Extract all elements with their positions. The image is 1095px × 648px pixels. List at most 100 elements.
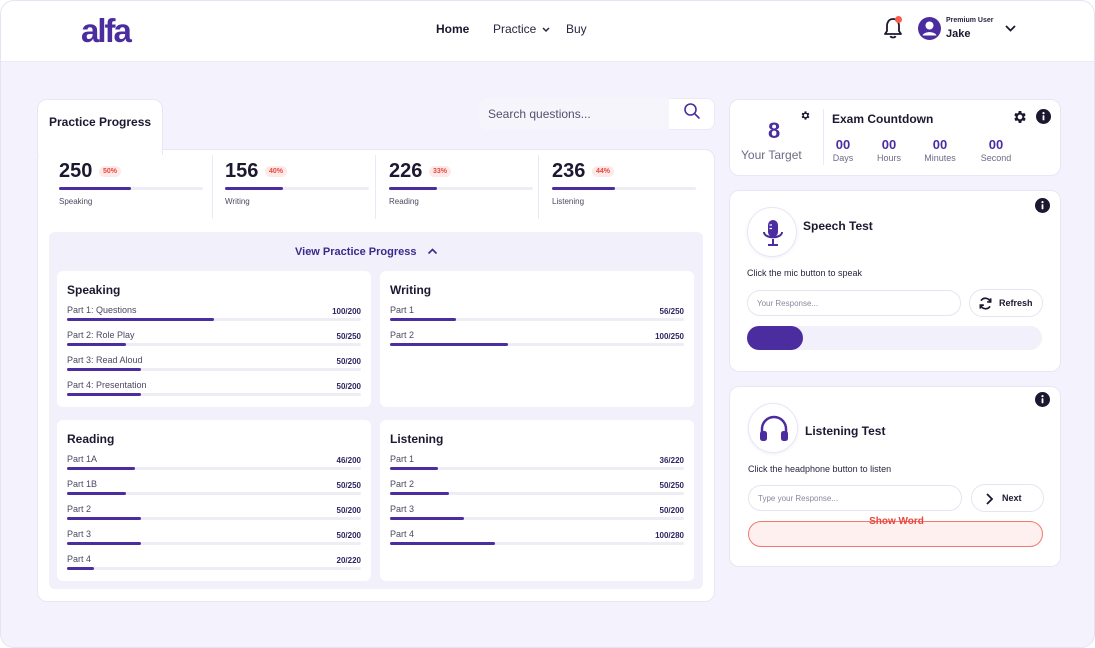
search-icon[interactable] [683,102,701,120]
speech-progress-fill [747,326,804,350]
countdown-value: 00 [835,137,851,152]
refresh-button[interactable]: Refresh [969,289,1043,317]
part-score: 100/250 [655,332,684,341]
part-score: 36/220 [659,456,684,465]
stat-divider [212,155,213,219]
part-progress-track [390,318,684,321]
part-row: Part 3 50/200 [390,504,684,524]
stat-progress-track [225,187,369,190]
part-progress-fill [67,318,214,321]
tab-practice-progress[interactable] [37,99,163,155]
view-practice-progress-toggle[interactable]: View Practice Progress [295,246,417,258]
part-score: 50/200 [659,506,684,515]
user-role: Premium User [946,17,994,24]
stat-value: 236 [552,160,586,182]
part-progress-fill [67,492,126,495]
part-score: 100/280 [655,531,684,540]
part-score: 50/250 [336,332,361,341]
listening-info-icon[interactable] [1035,392,1050,407]
avatar[interactable] [918,17,941,40]
part-row: Part 4 20/220 [67,554,361,574]
stat-progress-track [59,187,203,190]
headphone-button[interactable] [748,403,798,453]
countdown-info-icon[interactable] [1036,109,1051,124]
countdown-label: Days [832,153,854,163]
stat-badge: 50% [99,166,122,177]
part-label: Part 4 [67,554,92,564]
part-progress-track [67,542,361,545]
part-score: 50/200 [336,382,361,391]
part-progress-fill [390,343,508,346]
next-button[interactable]: Next [971,484,1044,512]
search-input[interactable] [479,98,669,130]
part-label: Part 2: Role Play [67,330,135,340]
part-progress-fill [67,467,135,470]
speech-info-icon[interactable] [1035,198,1050,213]
refresh-icon [979,297,992,310]
next-button-label: Next [1002,493,1022,503]
speech-test-title: Speech Test [803,219,873,233]
alfa-logo[interactable]: alfa [81,14,143,46]
user-menu-chevron-icon[interactable] [1004,23,1017,33]
part-label: Part 1B [67,479,98,489]
countdown-label: Minutes [924,153,956,163]
listening-test-hint: Click the headphone button to listen [748,464,892,474]
part-score: 20/220 [336,556,361,565]
part-progress-fill [67,393,141,396]
part-label: Part 4: Presentation [67,380,147,390]
stat-progress-track [552,187,696,190]
microphone-icon [763,220,783,246]
part-progress-track [390,467,684,470]
top-bar: alfa Home Practice Buy Premium User Jake [1,1,1094,62]
part-progress-track [390,492,684,495]
nav-home[interactable]: Home [436,22,470,36]
part-score: 50/200 [336,531,361,540]
target-score: 8 [768,118,781,143]
stat-badge: 44% [592,166,615,177]
part-label: Part 3 [390,504,415,514]
part-label: Part 4 [390,529,415,539]
countdown-value: 00 [988,137,1004,152]
nav-practice[interactable]: Practice [493,22,550,36]
stat-value: 250 [59,160,93,182]
part-progress-track [67,517,361,520]
part-row: Part 3 50/200 [67,529,361,549]
part-row: Part 4 100/280 [390,529,684,549]
part-label: Part 3: Read Aloud [67,355,143,365]
stat-progress-fill [552,187,616,190]
mic-button[interactable] [747,207,797,257]
listening-response-field[interactable] [748,485,962,511]
countdown-minutes: 00 Minutes [918,137,962,163]
part-progress-fill [390,542,495,545]
countdown-settings-gear-icon[interactable] [1012,109,1028,125]
stat-divider [538,155,539,219]
part-progress-fill [390,517,464,520]
stat-value: 226 [389,160,423,182]
show-word-button[interactable]: Show Word [748,516,1043,547]
writing-section-card: Writing Part 1 56/250 Part 2 100/250 [380,271,694,407]
stat-label: Writing [225,197,250,206]
stat-label: Listening [552,197,585,206]
part-progress-fill [67,343,126,346]
part-row: Part 2 100/250 [390,330,684,350]
part-score: 50/200 [336,506,361,515]
stat-badge: 40% [265,166,288,177]
stat-progress-fill [225,187,283,190]
part-row: Part 2 50/250 [390,479,684,499]
target-countdown-card [729,99,1061,176]
listening-test-title: Listening Test [805,424,886,438]
chevron-up-icon[interactable] [427,247,438,256]
stat-divider [375,155,376,219]
part-score: 56/250 [659,307,684,316]
part-progress-fill [67,368,141,371]
part-progress-track [67,467,361,470]
nav-buy[interactable]: Buy [566,22,587,36]
exam-countdown-title: Exam Countdown [832,112,934,126]
target-settings-gear-icon[interactable] [800,110,811,121]
countdown-divider [823,109,824,165]
part-progress-fill [390,492,449,495]
part-score: 50/200 [336,357,361,366]
speech-response-field[interactable] [747,290,961,316]
part-score: 100/200 [332,307,361,316]
part-label: Part 3 [67,529,92,539]
